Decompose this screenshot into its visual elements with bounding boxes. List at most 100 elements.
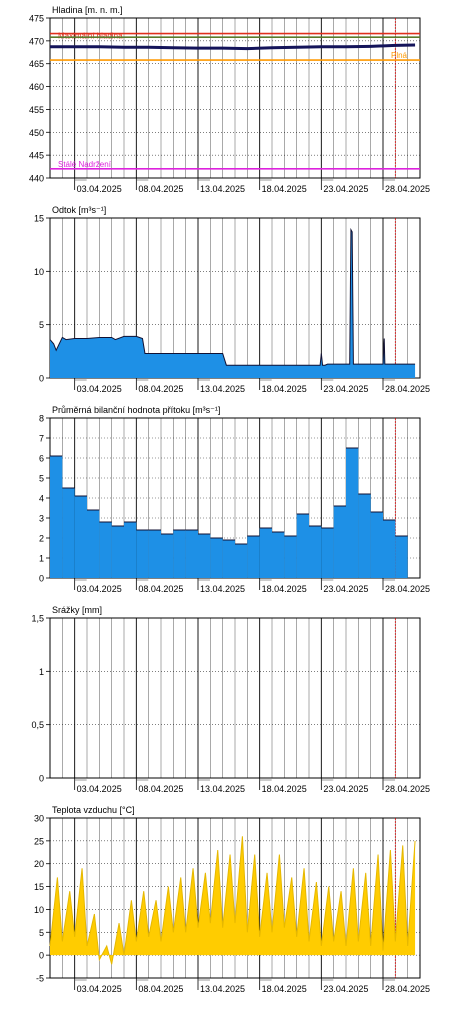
series-area bbox=[50, 836, 416, 965]
y-tick-label: -5 bbox=[36, 974, 44, 984]
chart-title: Hladina [m. n. m.] bbox=[52, 5, 123, 15]
y-tick-label: 1 bbox=[39, 554, 44, 564]
x-tick-label: 13.04.2025 bbox=[200, 384, 245, 394]
y-tick-label: 10 bbox=[34, 905, 44, 915]
bar bbox=[198, 534, 211, 578]
x-tick-label: 18.04.2025 bbox=[262, 184, 307, 194]
y-tick-label: 465 bbox=[29, 59, 44, 69]
bar bbox=[74, 496, 87, 578]
y-tick-label: 475 bbox=[29, 14, 44, 24]
chart-title: Teplota vzduchu [°C] bbox=[52, 805, 135, 815]
y-tick-label: 5 bbox=[39, 928, 44, 938]
y-tick-label: 20 bbox=[34, 859, 44, 869]
y-tick-label: 0 bbox=[39, 374, 44, 384]
y-tick-label: 15 bbox=[34, 214, 44, 224]
y-tick-label: 3 bbox=[39, 514, 44, 524]
bar bbox=[50, 456, 63, 578]
x-tick-label: 03.04.2025 bbox=[77, 984, 122, 994]
bar bbox=[124, 522, 137, 578]
y-tick-label: 6 bbox=[39, 454, 44, 464]
x-tick-label: 13.04.2025 bbox=[200, 784, 245, 794]
reference-line-label: Stálé Nadržení bbox=[58, 160, 112, 169]
x-tick-label: 23.04.2025 bbox=[323, 984, 368, 994]
y-tick-label: 455 bbox=[29, 105, 44, 115]
y-tick-label: 1 bbox=[39, 667, 44, 677]
bar bbox=[235, 544, 248, 578]
y-tick-label: 470 bbox=[29, 36, 44, 46]
y-tick-label: 30 bbox=[34, 814, 44, 824]
y-tick-label: 5 bbox=[39, 320, 44, 330]
bar bbox=[111, 526, 124, 578]
chart-title: Odtok [m³s⁻¹] bbox=[52, 205, 106, 215]
bar bbox=[173, 530, 186, 578]
x-tick-label: 08.04.2025 bbox=[138, 384, 183, 394]
x-tick-label: 08.04.2025 bbox=[138, 584, 183, 594]
chart-title: Srážky [mm] bbox=[52, 605, 102, 615]
bar bbox=[333, 506, 346, 578]
bar bbox=[395, 536, 408, 578]
bar bbox=[321, 528, 334, 578]
x-tick-label: 23.04.2025 bbox=[323, 784, 368, 794]
y-tick-label: 25 bbox=[34, 836, 44, 846]
chart-panel-3: Průměrná bilanční hodnota přítoku [m³s⁻¹… bbox=[39, 405, 430, 594]
bar bbox=[136, 530, 149, 578]
bar bbox=[296, 514, 309, 578]
y-tick-label: 450 bbox=[29, 128, 44, 138]
chart-panel-5: Teplota vzduchu [°C] -5 0 5 10 15 20 25 30 03.04.… bbox=[34, 805, 430, 994]
x-tick-label: 03.04.2025 bbox=[77, 384, 122, 394]
bar bbox=[185, 530, 198, 578]
series-line bbox=[49, 836, 416, 965]
x-tick-label: 28.04.2025 bbox=[385, 384, 430, 394]
x-tick-label: 28.04.2025 bbox=[385, 184, 430, 194]
chart-panel-1: Hladina [m. n. m.] Maximální hladina Plná S… bbox=[29, 5, 430, 194]
y-tick-label: 0 bbox=[39, 574, 44, 584]
x-tick-label: 18.04.2025 bbox=[262, 784, 307, 794]
x-tick-label: 03.04.2025 bbox=[77, 584, 122, 594]
x-tick-label: 03.04.2025 bbox=[77, 784, 122, 794]
chart-panel-4: Srážky [mm] 0 0,5 1 1,5 03.04.2025 08.04.2025 1… bbox=[31, 605, 430, 794]
y-tick-label: 0 bbox=[39, 774, 44, 784]
y-tick-label: 2 bbox=[39, 534, 44, 544]
x-tick-label: 18.04.2025 bbox=[262, 584, 307, 594]
x-tick-label: 13.04.2025 bbox=[200, 184, 245, 194]
y-tick-label: 460 bbox=[29, 82, 44, 92]
bar bbox=[247, 536, 260, 578]
x-tick-label: 13.04.2025 bbox=[200, 584, 245, 594]
bar bbox=[272, 532, 285, 578]
x-tick-label: 08.04.2025 bbox=[138, 184, 183, 194]
bar bbox=[87, 510, 100, 578]
reference-line-label: Plná bbox=[391, 51, 408, 60]
bar bbox=[62, 488, 75, 578]
y-tick-label: 7 bbox=[39, 434, 44, 444]
bar bbox=[259, 528, 272, 578]
y-tick-label: 10 bbox=[34, 267, 44, 277]
chart-panel-2: Odtok [m³s⁻¹] 0 5 10 15 03.04.2025 08.04.2025 1… bbox=[34, 205, 430, 394]
x-tick-label: 13.04.2025 bbox=[200, 984, 245, 994]
reference-line-label: Maximální hladina bbox=[58, 32, 123, 41]
bar bbox=[370, 512, 383, 578]
y-tick-label: 0,5 bbox=[31, 720, 44, 730]
x-tick-label: 23.04.2025 bbox=[323, 184, 368, 194]
x-tick-label: 23.04.2025 bbox=[323, 384, 368, 394]
bar bbox=[161, 534, 174, 578]
series-line bbox=[50, 43, 416, 51]
bar bbox=[210, 538, 223, 578]
bar bbox=[358, 494, 371, 578]
bar bbox=[148, 530, 161, 578]
bar bbox=[346, 448, 359, 578]
bar bbox=[309, 526, 322, 578]
x-tick-label: 18.04.2025 bbox=[262, 984, 307, 994]
y-tick-label: 0 bbox=[39, 951, 44, 961]
chart-title: Průměrná bilanční hodnota přítoku [m³s⁻¹… bbox=[52, 405, 220, 415]
x-tick-label: 18.04.2025 bbox=[262, 384, 307, 394]
x-tick-label: 08.04.2025 bbox=[138, 984, 183, 994]
y-tick-label: 8 bbox=[39, 414, 44, 424]
x-tick-label: 28.04.2025 bbox=[385, 784, 430, 794]
x-tick-label: 03.04.2025 bbox=[77, 184, 122, 194]
x-tick-label: 23.04.2025 bbox=[323, 584, 368, 594]
bar bbox=[383, 520, 396, 578]
bar bbox=[284, 536, 297, 578]
series-line bbox=[49, 227, 416, 366]
y-tick-label: 445 bbox=[29, 151, 44, 161]
